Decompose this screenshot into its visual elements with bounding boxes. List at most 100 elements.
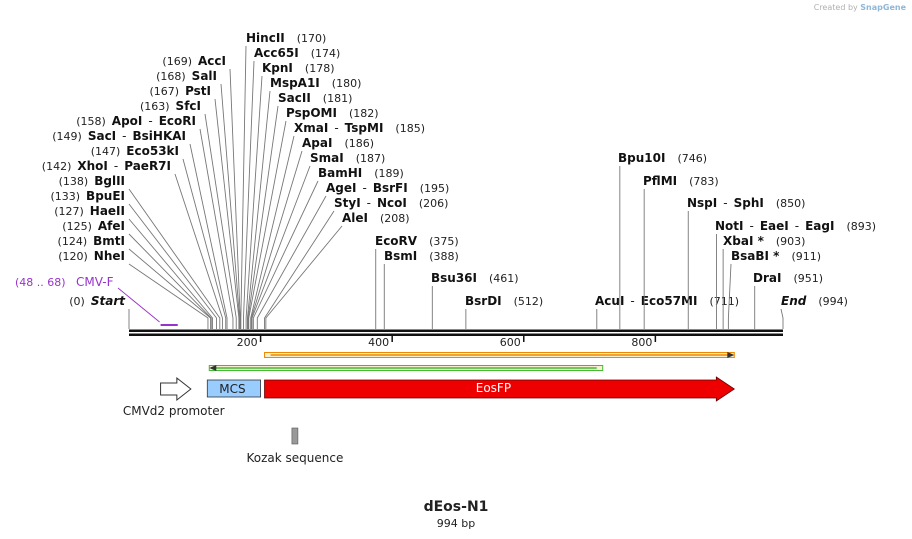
site-eco53ki[interactable]: (147) Eco53kI <box>91 144 227 329</box>
site-label[interactable]: StyI - NcoI (206) <box>334 196 448 210</box>
site-sacii[interactable]: SacII (181) <box>247 91 352 329</box>
site-bpu10i[interactable]: Bpu10I (746) <box>618 151 707 329</box>
site-styi-ncoi[interactable]: StyI - NcoI (206) <box>264 196 449 329</box>
site-label[interactable]: (163) SfcI <box>140 99 201 113</box>
site-label[interactable]: (167) PstI <box>149 84 211 98</box>
site-apai[interactable]: ApaI (186) <box>250 136 374 329</box>
site-smai[interactable]: SmaI (187) <box>251 151 385 329</box>
site-label[interactable]: End (994) <box>781 294 848 308</box>
site-label[interactable]: (147) Eco53kI <box>91 144 179 158</box>
site-hincii[interactable]: HincII (170) <box>240 31 326 329</box>
site-acc65i[interactable]: Acc65I (174) <box>243 46 340 329</box>
site-label[interactable]: (158) ApoI - EcoRI <box>76 114 196 128</box>
site-label[interactable]: Bpu10I (746) <box>618 151 707 165</box>
site-label[interactable]: BsrDI (512) <box>465 294 543 308</box>
site-label[interactable]: XbaI * (903) <box>723 234 805 248</box>
site-label[interactable]: (125) AfeI <box>62 219 125 233</box>
orf-green[interactable] <box>208 365 604 371</box>
site-noti-eaei-eagi[interactable]: NotI - EaeI - EagI (893) <box>715 219 876 329</box>
site-leader-line <box>189 143 228 329</box>
site-psti[interactable]: (167) PstI <box>149 84 240 329</box>
site-label[interactable]: Acc65I (174) <box>254 46 340 60</box>
site-label[interactable]: KpnI (178) <box>262 61 335 75</box>
site-label[interactable]: AcuI - Eco57MI (711) <box>595 294 739 308</box>
site-haeii[interactable]: (127) HaeII <box>54 204 214 329</box>
site-label[interactable]: AgeI - BsrFI (195) <box>326 181 449 195</box>
site-label[interactable]: SacII (181) <box>278 91 352 105</box>
site-label[interactable]: BamHI (189) <box>318 166 404 180</box>
site-sfci[interactable]: (163) SfcI <box>140 99 237 329</box>
site-label[interactable]: (138) BglII <box>59 174 125 188</box>
site-label[interactable]: NotI - EaeI - EagI (893) <box>715 219 876 233</box>
site-bmti[interactable]: (124) BmtI <box>58 234 212 329</box>
site-label[interactable]: (127) HaeII <box>54 204 125 218</box>
site-enzyme-name: Acc65I <box>254 46 299 60</box>
site-label[interactable]: (169) AccI <box>162 54 226 68</box>
site-label[interactable]: XmaI - TspMI (185) <box>294 121 425 135</box>
site-acui-eco57mi[interactable]: AcuI - Eco57MI (711) <box>595 294 739 329</box>
site-label[interactable]: (120) NheI <box>58 249 125 263</box>
features[interactable]: CMVd2 promoter MCS EosFP Kozak sequence <box>123 376 736 465</box>
site-leader-line <box>199 128 234 329</box>
site-position: (208) <box>380 212 410 225</box>
site-label[interactable]: PflMI (783) <box>643 174 719 188</box>
site-xmai-tspmi[interactable]: XmaI - TspMI (185) <box>250 121 425 329</box>
site-position: (711) <box>709 295 739 308</box>
site-label[interactable]: (149) SacI - BsiHKAI <box>52 129 186 143</box>
feature-mcs[interactable]: MCS <box>206 379 261 398</box>
primer-cmv-f[interactable]: (48 .. 68) CMV-F <box>15 275 178 326</box>
site-nhei[interactable]: (120) NheI <box>58 249 209 329</box>
site-bsabi[interactable]: BsaBI * (911) <box>727 249 821 329</box>
feature-eosfp[interactable]: EosFP <box>264 376 736 402</box>
feature-cmvd2-promoter[interactable]: CMVd2 promoter <box>123 376 225 418</box>
site-label[interactable]: (0) Start <box>69 294 126 308</box>
site-label[interactable]: BsmI (388) <box>384 249 459 263</box>
site-label[interactable]: SmaI (187) <box>310 151 385 165</box>
site-label[interactable]: Bsu36I (461) <box>431 271 519 285</box>
site-bamhi[interactable]: BamHI (189) <box>252 166 404 329</box>
site-bsu36i[interactable]: Bsu36I (461) <box>431 271 519 329</box>
site-apoi-ecori[interactable]: (158) ApoI - EcoRI <box>76 114 234 329</box>
site-pspomi[interactable]: PspOMI (182) <box>248 106 379 329</box>
open-reading-frames[interactable] <box>208 352 735 371</box>
site-mspa1i[interactable]: MspA1I (180) <box>246 76 361 329</box>
site-label[interactable]: HincII (170) <box>246 31 326 45</box>
site-label[interactable]: (168) SalI <box>156 69 217 83</box>
site-label[interactable]: PspOMI (182) <box>286 106 379 120</box>
site-label[interactable]: ApaI (186) <box>302 136 374 150</box>
site-label[interactable]: (124) BmtI <box>58 234 125 248</box>
orf-orange[interactable] <box>264 352 735 358</box>
site-acci[interactable]: (169) AccI <box>162 54 241 329</box>
site-label[interactable]: MspA1I (180) <box>270 76 361 90</box>
site-enzyme-name: PflMI <box>643 174 677 188</box>
site-end[interactable]: End (994) <box>780 294 848 329</box>
feature-kozak-sequence[interactable]: Kozak sequence <box>246 427 343 465</box>
site-drai[interactable]: DraI (951) <box>753 271 823 329</box>
site-label[interactable]: EcoRV (375) <box>375 234 459 248</box>
site-xhoi-paer7i[interactable]: (142) XhoI - PaeR7I <box>42 159 223 329</box>
site-ecorv[interactable]: EcoRV (375) <box>375 234 459 329</box>
site-nspi-sphi[interactable]: NspI - SphI (850) <box>687 196 805 329</box>
site-kpni[interactable]: KpnI (178) <box>245 61 335 329</box>
site-bglii[interactable]: (138) BglII <box>59 174 221 329</box>
site-afei[interactable]: (125) AfeI <box>62 219 212 329</box>
site-enzyme-name: EcoRI <box>159 114 196 128</box>
site-label[interactable]: (142) XhoI - PaeR7I <box>42 159 171 173</box>
site-bsmi[interactable]: BsmI (388) <box>383 249 459 329</box>
site-alei[interactable]: AleI (208) <box>265 211 410 329</box>
site-bpuei[interactable]: (133) BpuEI <box>50 189 217 329</box>
site-label[interactable]: (133) BpuEI <box>50 189 125 203</box>
site-label[interactable]: DraI (951) <box>753 271 823 285</box>
site-saci-bsihkai[interactable]: (149) SacI - BsiHKAI <box>52 129 228 329</box>
site-label[interactable]: NspI - SphI (850) <box>687 196 805 210</box>
site-label[interactable]: AleI (208) <box>342 211 410 225</box>
site-sali[interactable]: (168) SalI <box>156 69 240 329</box>
site-xbai[interactable]: XbaI * (903) <box>722 234 805 329</box>
site-label[interactable]: BsaBI * (911) <box>731 249 821 263</box>
site-agei-bsrfi[interactable]: AgeI - BsrFI (195) <box>256 181 449 329</box>
site-start[interactable]: (0) Start <box>69 294 130 329</box>
site-bsrdi[interactable]: BsrDI (512) <box>465 294 543 329</box>
site-pflmi[interactable]: PflMI (783) <box>643 174 719 329</box>
site-position: (180) <box>332 77 362 90</box>
